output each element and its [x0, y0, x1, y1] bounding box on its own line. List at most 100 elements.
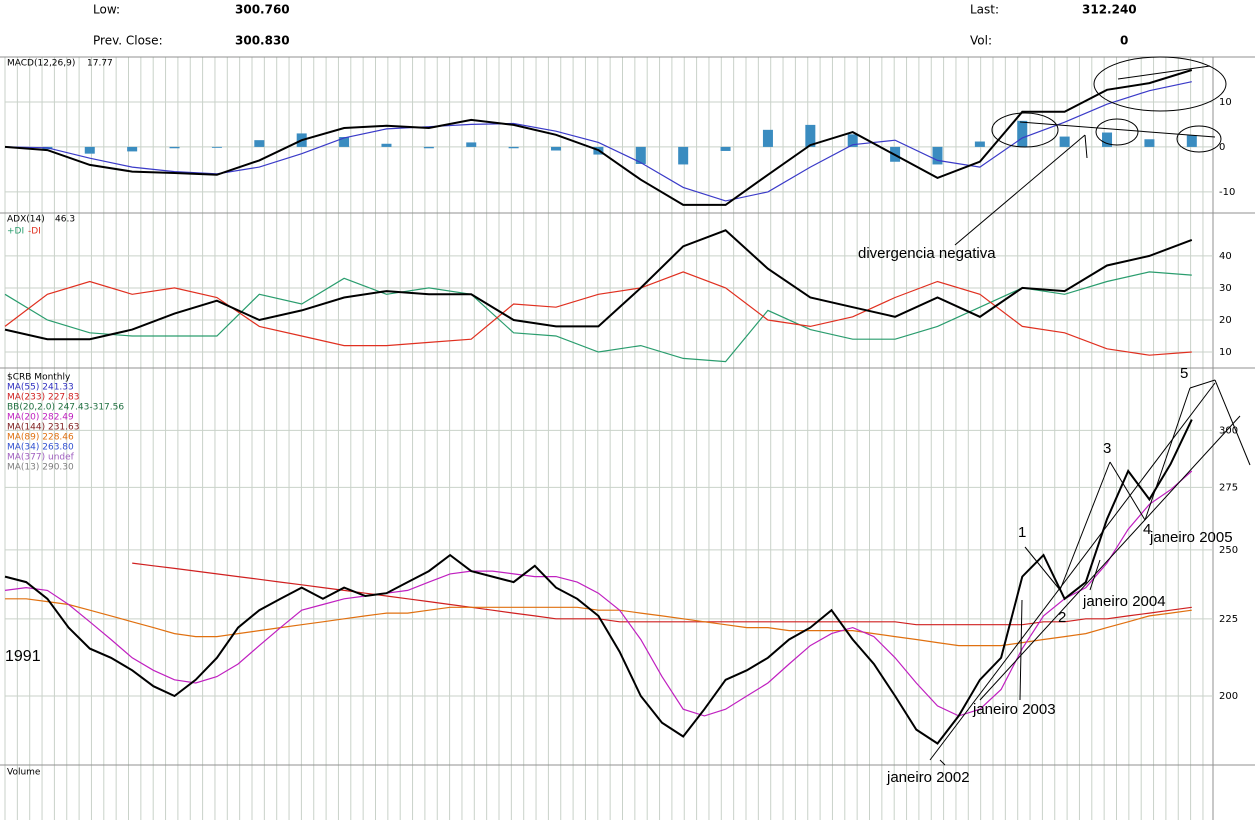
adx-last: 46.3	[55, 215, 75, 225]
y-tick-label: -10	[1219, 187, 1235, 198]
wave-line	[1024, 546, 1061, 591]
y-tick-label: 10	[1219, 97, 1232, 108]
histogram-bar	[720, 146, 731, 151]
legend-entry: MA(89) 228.46	[7, 433, 74, 443]
y-tick-label: 300	[1219, 425, 1238, 436]
annotation: divergencia negativa	[858, 245, 996, 262]
histogram-bar	[678, 146, 689, 165]
legend-entry: MA(13) 290.30	[7, 463, 74, 473]
header: Low: 300.760 Prev. Close: 300.830 Last: …	[93, 3, 1137, 48]
histogram-bar	[169, 146, 180, 149]
channel-line	[929, 382, 1216, 761]
annotation: janeiro 2002	[886, 769, 970, 786]
legend-entry: MA(55) 241.33	[7, 383, 74, 393]
y-tick-label: 225	[1219, 614, 1238, 625]
series-line	[4, 69, 1193, 206]
adx-title: ADX(14)	[7, 215, 45, 225]
prev-close-label: Prev. Close:	[93, 34, 163, 48]
histogram-bar	[551, 146, 562, 151]
annotation: janeiro 2005	[1149, 529, 1233, 546]
histogram-bar	[1059, 136, 1070, 147]
y-tick-label: 200	[1219, 691, 1238, 702]
annotation: janeiro 2004	[1082, 593, 1166, 610]
vol-value: 0	[1120, 34, 1128, 48]
trend-line	[1117, 65, 1211, 80]
annotation: 1991	[5, 648, 41, 665]
ellipse	[1095, 118, 1139, 146]
wave-line	[1144, 387, 1191, 521]
series-line	[5, 598, 1192, 647]
histogram-bar	[339, 137, 350, 147]
series-line	[132, 562, 1192, 626]
y-tick-label: 275	[1219, 482, 1238, 493]
trend-line	[1019, 121, 1216, 138]
y-tick-label: 20	[1219, 315, 1232, 326]
histogram-bar	[423, 146, 434, 149]
histogram-bar	[847, 134, 858, 147]
legend-entry: MA(144) 231.63	[7, 423, 79, 433]
macd-last: 17.77	[87, 59, 113, 69]
histogram-bar	[1144, 139, 1155, 147]
legend-entry: MA(233) 227.83	[7, 393, 79, 403]
vol-label: Vol:	[970, 34, 992, 48]
legend-entry: BB(20,2.0) 247.43-317.56	[7, 403, 124, 413]
histogram-bar	[84, 146, 95, 154]
series-line	[4, 229, 1193, 341]
series-line	[4, 419, 1193, 745]
y-tick-label: 30	[1219, 283, 1232, 294]
histogram-bar	[508, 146, 519, 149]
volume-title: Volume	[7, 768, 41, 778]
arrow	[939, 759, 946, 766]
plus-di-label: +DI	[7, 227, 24, 237]
price-title: $CRB Monthly	[7, 373, 71, 383]
histogram-bar	[1017, 120, 1028, 147]
y-tick-label: 0	[1219, 142, 1225, 153]
histogram-bar	[762, 129, 773, 147]
histogram-bar	[127, 146, 138, 152]
annotation: 5	[1180, 365, 1188, 382]
histogram-bar	[466, 142, 477, 147]
histogram-bar	[932, 146, 943, 165]
annotation: janeiro 2003	[972, 701, 1056, 718]
prev-close-value: 300.830	[235, 34, 290, 48]
histogram-bar	[1102, 132, 1113, 147]
vertical-grid	[0, 56, 1255, 820]
series-line	[4, 271, 1192, 363]
last-value: 312.240	[1082, 3, 1137, 17]
macd-title: MACD(12,26,9)	[7, 59, 75, 69]
annotation: 1	[1018, 524, 1026, 541]
annotation: 4	[1143, 521, 1151, 538]
histogram-bar	[805, 124, 816, 147]
histogram-bar	[635, 146, 646, 164]
legend-entry: MA(34) 263.80	[7, 443, 74, 453]
y-tick-label: 40	[1219, 251, 1232, 262]
annotation: 3	[1103, 440, 1111, 457]
wave-line	[1214, 379, 1251, 466]
low-value: 300.760	[235, 3, 290, 17]
annotation: 2	[1058, 609, 1066, 626]
wave-line	[1109, 461, 1146, 521]
series-line	[4, 271, 1192, 356]
channel-line	[979, 415, 1241, 701]
ellipse	[991, 112, 1059, 148]
histogram-bar	[974, 141, 985, 147]
wave-line	[1189, 379, 1216, 389]
y-tick-label: 10	[1219, 347, 1232, 358]
panel-labels: MACD(12,26,9) 17.77 ADX(14) 46.3 +DI -DI…	[7, 59, 113, 778]
annotations: divergencia negativa 1991 janeiro 2002 j…	[5, 245, 1233, 786]
minus-di-label: -DI	[28, 227, 41, 237]
legend-entry: MA(20) 282.49	[7, 413, 74, 423]
hand-drawings	[929, 56, 1251, 766]
ellipse	[1093, 56, 1227, 112]
y-tick-label: 250	[1219, 545, 1238, 556]
arrow	[1084, 134, 1088, 159]
series-line	[4, 470, 1193, 717]
arrow	[1019, 599, 1023, 701]
legend-entry: MA(377) undef	[7, 453, 75, 463]
histogram-bar	[1186, 135, 1197, 147]
wave-line	[1059, 461, 1111, 591]
histogram-bar	[381, 143, 392, 147]
plots: -10 0 10 10 20 30 40 200 225 250 275 300 MA(55) 241.…	[4, 69, 1238, 745]
